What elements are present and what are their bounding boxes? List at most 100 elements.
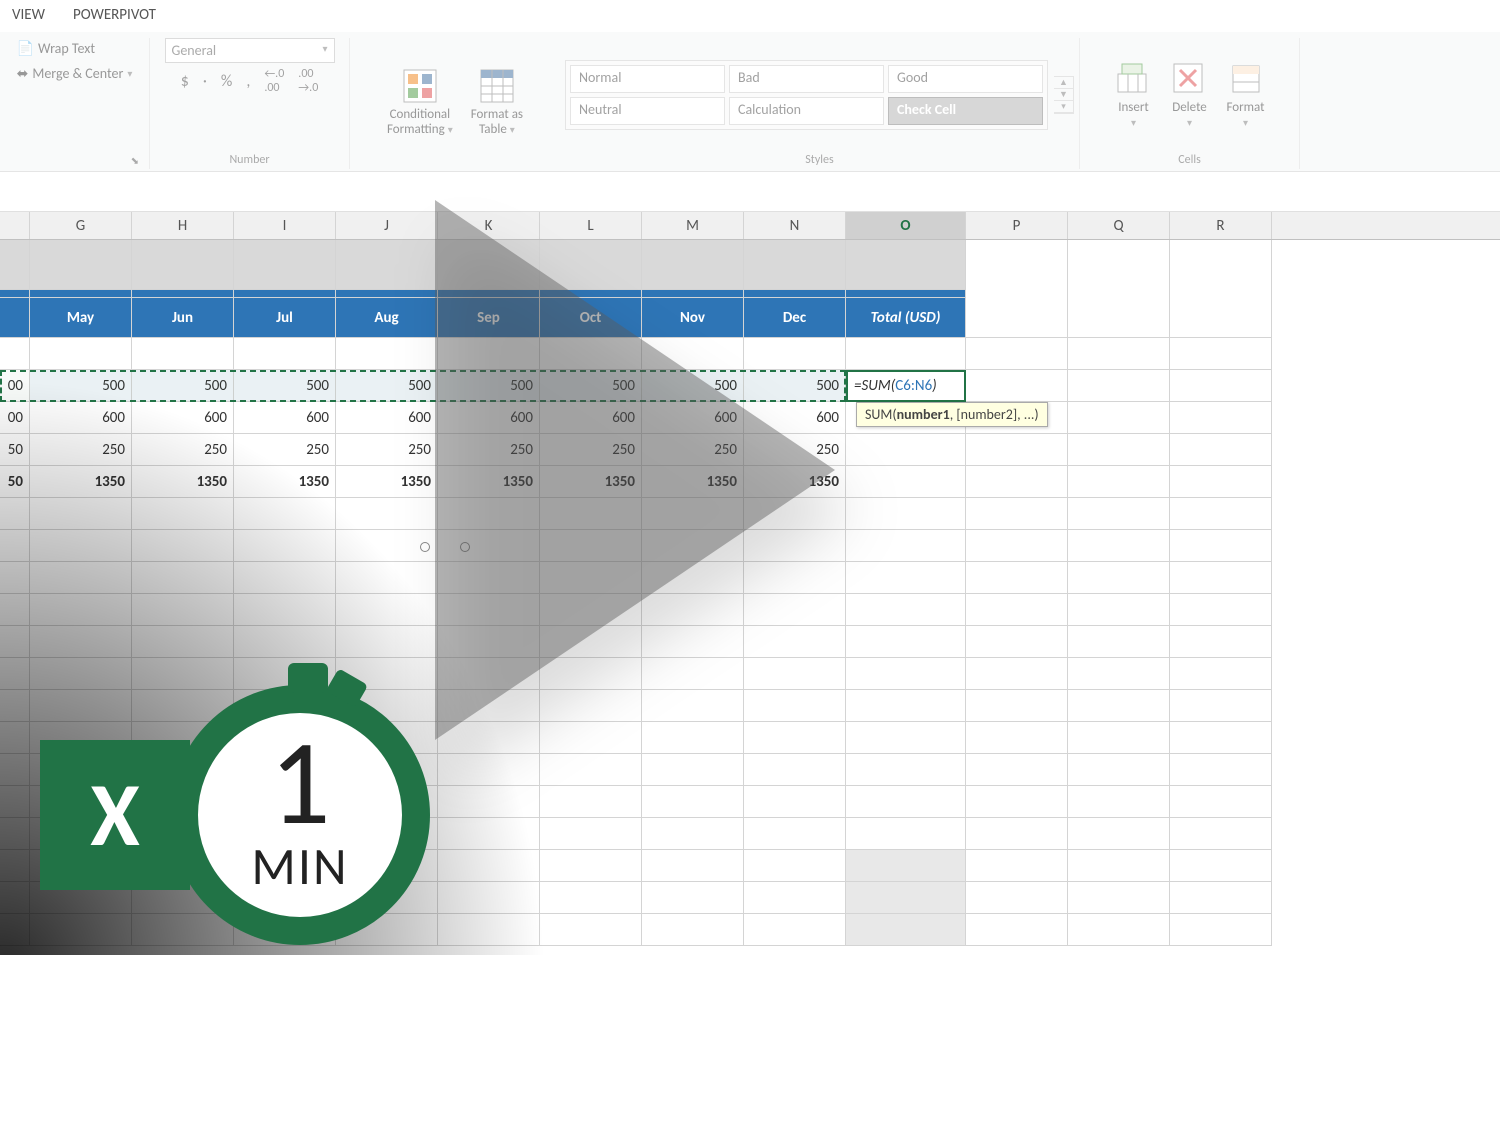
cell[interactable] <box>1068 370 1170 402</box>
cell[interactable] <box>438 882 540 914</box>
format-as-table-button[interactable]: Format asTable ▾ <box>465 67 529 137</box>
cell[interactable] <box>744 914 846 946</box>
cell[interactable] <box>966 530 1068 562</box>
cell[interactable] <box>1068 434 1170 466</box>
cell[interactable] <box>846 754 966 786</box>
cell[interactable] <box>966 626 1068 658</box>
cell[interactable]: 1350 <box>234 466 336 498</box>
cell[interactable]: 250 <box>744 434 846 466</box>
cell[interactable]: 500 <box>336 370 438 402</box>
cell[interactable] <box>846 818 966 850</box>
column-header-I[interactable]: I <box>234 212 336 239</box>
cell[interactable] <box>438 722 540 754</box>
cell[interactable] <box>1068 754 1170 786</box>
column-header-H[interactable]: H <box>132 212 234 239</box>
cell[interactable] <box>336 690 438 722</box>
cell[interactable]: 250 <box>234 434 336 466</box>
cell[interactable] <box>132 722 234 754</box>
style-cell-bad[interactable]: Bad <box>729 65 884 93</box>
conditional-formatting-button[interactable]: ConditionalFormatting ▾ <box>381 67 459 137</box>
cell[interactable] <box>1170 690 1272 722</box>
cell[interactable] <box>1170 722 1272 754</box>
column-header-R[interactable]: R <box>1170 212 1272 239</box>
cell[interactable]: 250 <box>438 434 540 466</box>
cell[interactable] <box>234 914 336 946</box>
cell[interactable] <box>336 290 438 298</box>
cell[interactable] <box>438 594 540 626</box>
cell[interactable] <box>0 498 30 530</box>
cell[interactable] <box>234 786 336 818</box>
cell[interactable] <box>132 290 234 298</box>
cell[interactable] <box>132 530 234 562</box>
cell[interactable] <box>336 338 438 370</box>
cell[interactable] <box>1068 690 1170 722</box>
cell[interactable] <box>0 338 30 370</box>
cell[interactable] <box>336 594 438 626</box>
cell[interactable]: 500 <box>642 370 744 402</box>
comma-button[interactable]: , <box>242 72 254 91</box>
cell[interactable] <box>540 530 642 562</box>
cell[interactable] <box>1068 850 1170 882</box>
cell[interactable] <box>540 914 642 946</box>
cell[interactable] <box>846 914 966 946</box>
style-cell-neutral[interactable]: Neutral <box>570 97 725 125</box>
cell[interactable] <box>30 626 132 658</box>
cell[interactable] <box>540 690 642 722</box>
cell[interactable] <box>846 240 966 290</box>
column-header-J[interactable]: J <box>336 212 438 239</box>
cell[interactable] <box>744 754 846 786</box>
column-header-P[interactable]: P <box>966 212 1068 239</box>
cell[interactable] <box>438 850 540 882</box>
tab-powerpivot[interactable]: POWERPIVOT <box>69 4 160 26</box>
cell[interactable] <box>1068 498 1170 530</box>
cell[interactable] <box>1170 466 1272 498</box>
style-cell-check-cell[interactable]: Check Cell <box>888 97 1043 125</box>
cell[interactable] <box>438 338 540 370</box>
cell[interactable] <box>744 594 846 626</box>
spreadsheet-grid[interactable]: MayJunJulAugSepOctNovDecTotal (USD)00500… <box>0 240 1500 946</box>
cell[interactable] <box>30 690 132 722</box>
cell[interactable] <box>438 290 540 298</box>
cell[interactable] <box>966 754 1068 786</box>
cell[interactable]: 600 <box>540 402 642 434</box>
cell[interactable] <box>642 914 744 946</box>
cell[interactable] <box>336 626 438 658</box>
cell[interactable]: 250 <box>132 434 234 466</box>
cell[interactable]: 600 <box>234 402 336 434</box>
cell[interactable] <box>1068 658 1170 690</box>
cell[interactable] <box>966 240 1068 290</box>
cell[interactable] <box>132 562 234 594</box>
cell[interactable]: 1350 <box>744 466 846 498</box>
cell[interactable] <box>1170 298 1272 338</box>
cell[interactable] <box>540 658 642 690</box>
cell[interactable] <box>1170 658 1272 690</box>
cell[interactable]: 1350 <box>30 466 132 498</box>
cell[interactable] <box>1068 594 1170 626</box>
cell[interactable] <box>744 882 846 914</box>
cell[interactable] <box>30 530 132 562</box>
cell[interactable]: Aug <box>336 298 438 338</box>
scroll-more-icon[interactable]: ▾ <box>1054 101 1073 113</box>
cell[interactable] <box>966 786 1068 818</box>
cell[interactable] <box>846 338 966 370</box>
cell[interactable] <box>30 290 132 298</box>
cell[interactable] <box>234 498 336 530</box>
cell[interactable] <box>642 754 744 786</box>
cell[interactable] <box>336 498 438 530</box>
cell[interactable] <box>0 722 30 754</box>
cell[interactable] <box>642 562 744 594</box>
cell[interactable] <box>1170 402 1272 434</box>
cell[interactable] <box>438 786 540 818</box>
cell[interactable] <box>132 850 234 882</box>
cell[interactable] <box>1068 882 1170 914</box>
column-header-Q[interactable]: Q <box>1068 212 1170 239</box>
cell[interactable] <box>0 240 30 290</box>
delete-button[interactable]: Delete▾ <box>1164 60 1214 130</box>
cell[interactable] <box>438 626 540 658</box>
scroll-down-icon[interactable]: ▼ <box>1054 89 1073 101</box>
cell[interactable] <box>1068 786 1170 818</box>
cell[interactable] <box>1170 290 1272 298</box>
cell[interactable] <box>1170 786 1272 818</box>
cell[interactable] <box>642 850 744 882</box>
cell[interactable] <box>966 914 1068 946</box>
